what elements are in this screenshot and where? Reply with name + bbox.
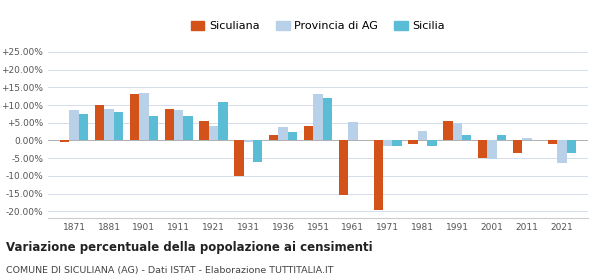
Bar [487,141,497,159]
Bar [130,94,139,141]
Bar [95,105,104,141]
Bar [452,123,462,141]
Bar [383,141,392,146]
Bar [418,130,427,141]
Bar [443,121,452,141]
Bar [70,110,79,141]
Bar [462,135,472,141]
Bar [427,141,437,146]
Text: Variazione percentuale della popolazione ai censimenti: Variazione percentuale della popolazione… [6,241,373,254]
Bar [323,98,332,141]
Bar [79,114,88,141]
Bar [523,138,532,141]
Bar [392,141,402,146]
Bar [348,122,358,141]
Bar [409,141,418,144]
Bar [199,121,209,141]
Bar [209,126,218,141]
Bar [313,94,323,141]
Text: COMUNE DI SICULIANA (AG) - Dati ISTAT - Elaborazione TUTTITALIA.IT: COMUNE DI SICULIANA (AG) - Dati ISTAT - … [6,266,334,275]
Bar [113,112,123,141]
Bar [174,110,184,141]
Bar [374,141,383,209]
Bar [278,127,288,141]
Bar [304,126,313,141]
Bar [60,141,70,142]
Bar [478,141,487,158]
Bar [557,141,566,164]
Bar [184,116,193,141]
Bar [104,109,113,141]
Bar [513,141,523,153]
Bar [244,141,253,142]
Bar [566,141,576,153]
Bar [339,141,348,195]
Bar [139,93,149,141]
Bar [548,141,557,144]
Bar [234,141,244,176]
Bar [164,109,174,141]
Bar [253,141,262,162]
Bar [497,135,506,141]
Bar [288,132,297,141]
Legend: Siculiana, Provincia di AG, Sicilia: Siculiana, Provincia di AG, Sicilia [187,16,449,36]
Bar [269,135,278,141]
Bar [149,116,158,141]
Bar [218,102,227,141]
